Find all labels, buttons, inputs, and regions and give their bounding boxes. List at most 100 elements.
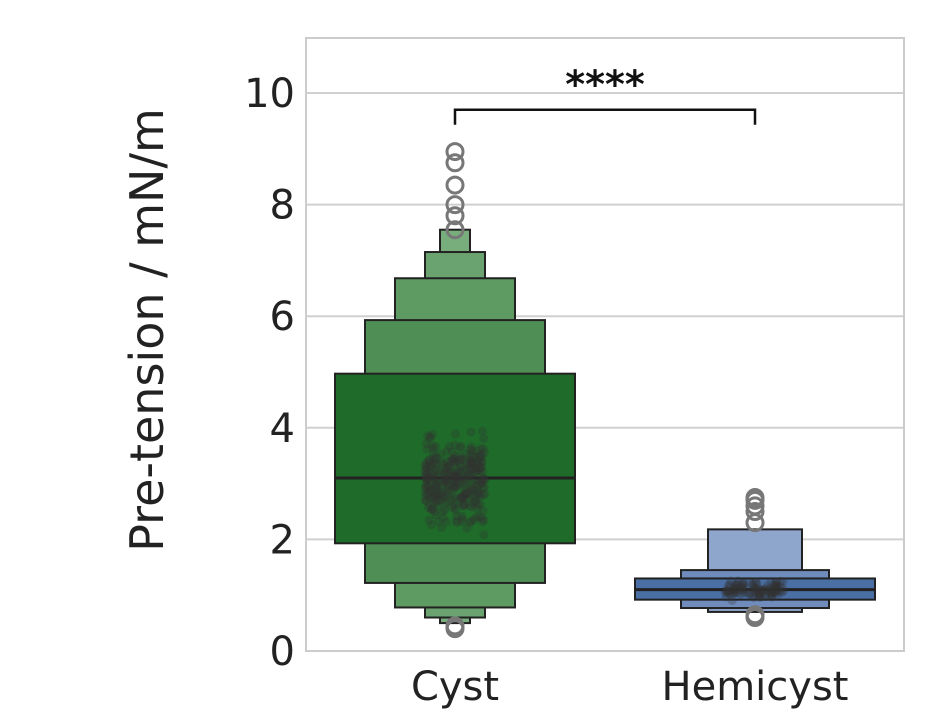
jitter-point (451, 429, 461, 439)
jitter-point (423, 481, 433, 491)
jitter-point (754, 587, 764, 597)
jitter-point (457, 492, 467, 502)
jitter-point (423, 481, 433, 491)
jitter-point (763, 581, 773, 591)
plot-frame (305, 37, 905, 652)
jitter-point (745, 589, 755, 599)
jitter-point (764, 584, 774, 594)
jitter-point (432, 481, 442, 491)
jitter-point (436, 483, 446, 493)
jitter-point (423, 431, 433, 441)
jitter-point (456, 442, 466, 452)
jitter-point (452, 467, 462, 477)
jitter-point (432, 496, 442, 506)
jitter-point (451, 482, 461, 492)
x-tick-label: Cyst (411, 664, 499, 710)
jitter-point (771, 577, 781, 587)
jitter-point (421, 439, 431, 449)
boxen-box (334, 372, 576, 545)
jitter-point (431, 441, 441, 451)
jitter-point (771, 580, 781, 590)
jitter-point (730, 585, 740, 595)
jitter-point (738, 579, 748, 589)
jitter-point (426, 461, 436, 471)
jitter-point (738, 579, 748, 589)
jitter-point (438, 459, 448, 469)
jitter-point (441, 469, 451, 479)
jitter-point (760, 591, 770, 601)
jitter-point (758, 586, 768, 596)
x-tick-label: Hemicyst (662, 664, 849, 710)
jitter-point (452, 511, 462, 521)
jitter-point (752, 579, 762, 589)
jitter-point (439, 475, 449, 485)
jitter-point (478, 517, 488, 527)
jitter-point (468, 498, 478, 508)
jitter-point (468, 456, 478, 466)
jitter-point (749, 587, 759, 597)
jitter-point (479, 475, 489, 485)
jitter-point (436, 483, 446, 493)
jitter-point (729, 588, 739, 598)
jitter-point (434, 466, 444, 476)
jitter-point (462, 493, 472, 503)
jitter-point (739, 588, 749, 598)
jitter-point (460, 481, 470, 491)
jitter-point (466, 483, 476, 493)
jitter-point (455, 466, 465, 476)
jitter-point (754, 591, 764, 601)
jitter-point (445, 461, 455, 471)
jitter-point (425, 466, 435, 476)
jitter-point (442, 488, 452, 498)
jitter-point (448, 454, 458, 464)
y-tick-label: 2 (270, 517, 295, 563)
jitter-point (425, 473, 435, 483)
jitter-point (722, 586, 732, 596)
jitter-point (456, 454, 466, 464)
jitter-point (724, 586, 734, 596)
jitter-point (766, 587, 776, 597)
jitter-point (751, 577, 761, 587)
jitter-points (420, 426, 788, 606)
x-axis-ticks: Cyst Hemicyst (411, 664, 849, 710)
jitter-point (467, 464, 477, 474)
jitter-point (456, 494, 466, 504)
jitter-point (478, 483, 488, 493)
jitter-point (461, 458, 471, 468)
jitter-point (425, 432, 435, 442)
jitter-point (446, 495, 456, 505)
jitter-point (447, 471, 457, 481)
jitter-point (466, 427, 476, 437)
jitter-point (479, 448, 489, 458)
jitter-point (469, 453, 479, 463)
jitter-point (750, 577, 760, 587)
jitter-point (453, 464, 463, 474)
jitter-point (747, 580, 757, 590)
outlier-point (445, 175, 465, 195)
jitter-point (428, 470, 438, 480)
jitter-point (476, 477, 486, 487)
jitter-point (427, 479, 437, 489)
jitter-point (472, 490, 482, 500)
jitter-point (421, 458, 431, 468)
jitter-point (438, 507, 448, 517)
jitter-point (468, 474, 478, 484)
jitter-point (420, 488, 430, 498)
jitter-point (451, 451, 461, 461)
jitter-point (729, 588, 739, 598)
jitter-point (434, 475, 444, 485)
jitter-point (448, 468, 458, 478)
jitter-point (479, 515, 489, 525)
jitter-point (430, 455, 440, 465)
jitter-point (460, 484, 470, 494)
jitter-point (430, 488, 440, 498)
jitter-point (430, 507, 440, 517)
jitter-point (732, 580, 742, 590)
jitter-point (472, 482, 482, 492)
jitter-point (766, 589, 776, 599)
jitter-point (450, 499, 460, 509)
jitter-point (458, 493, 468, 503)
jitter-point (457, 514, 467, 524)
jitter-point (730, 585, 740, 595)
jitter-point (429, 468, 439, 478)
